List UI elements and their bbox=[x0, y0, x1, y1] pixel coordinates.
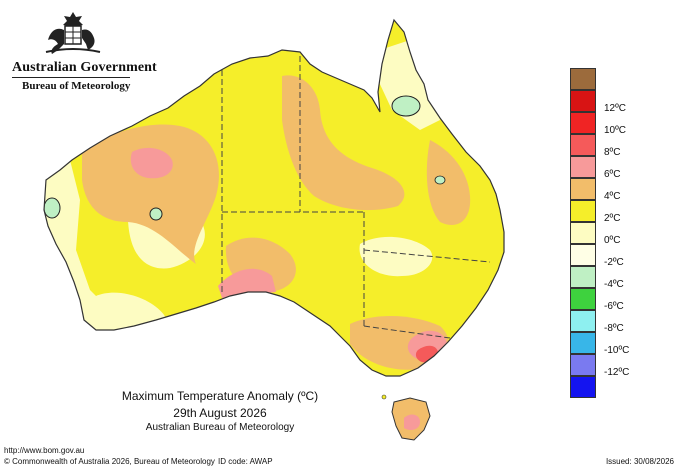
legend-label: 6ºC bbox=[604, 169, 621, 180]
legend-swatch bbox=[570, 354, 596, 376]
legend-swatch bbox=[570, 68, 596, 90]
legend-entry: 4ºC bbox=[570, 178, 670, 202]
legend-label: 10ºC bbox=[604, 125, 626, 136]
government-title: Australian Government bbox=[12, 60, 157, 75]
legend-entry: -12ºC bbox=[570, 354, 670, 378]
legend-label: -2ºC bbox=[604, 257, 624, 268]
coat-of-arms-icon bbox=[45, 12, 101, 54]
legend-swatch bbox=[570, 178, 596, 200]
legend-swatch bbox=[570, 90, 596, 112]
legend-swatch bbox=[570, 222, 596, 244]
legend-entry: 12ºC bbox=[570, 90, 670, 114]
temperature-legend: 12ºC 10ºC 8ºC 6ºC 4ºC 2ºC 0ºC -2ºC -4ºC … bbox=[570, 68, 670, 398]
map-date: 29th August 2026 bbox=[173, 406, 267, 420]
issued-date: Issued: 30/08/2026 bbox=[605, 457, 674, 466]
legend-entry: -6ºC bbox=[570, 288, 670, 312]
legend-entry: 10ºC bbox=[570, 112, 670, 136]
legend-swatch bbox=[570, 332, 596, 354]
id-code: ID code: AWAP bbox=[218, 457, 273, 466]
legend-swatch bbox=[570, 288, 596, 310]
legend-label: -10ºC bbox=[604, 345, 630, 356]
legend-label: 2ºC bbox=[604, 213, 621, 224]
legend-label: 0ºC bbox=[604, 235, 621, 246]
legend-swatch bbox=[570, 244, 596, 266]
legend-entry: 6ºC bbox=[570, 156, 670, 180]
legend-label: -8ºC bbox=[604, 323, 624, 334]
legend-label: -12ºC bbox=[604, 367, 630, 378]
legend-swatch bbox=[570, 112, 596, 134]
legend-swatch bbox=[570, 266, 596, 288]
legend-entry: 8ºC bbox=[570, 134, 670, 158]
bom-url-link[interactable]: http://www.bom.gov.au bbox=[4, 446, 85, 455]
legend-swatch bbox=[570, 134, 596, 156]
legend-entry: 0ºC bbox=[570, 222, 670, 246]
legend-entry: 2ºC bbox=[570, 200, 670, 224]
map-source: Australian Bureau of Meteorology bbox=[145, 422, 295, 433]
map-title: Maximum Temperature Anomaly (ºC) bbox=[121, 389, 319, 403]
legend-swatch bbox=[570, 310, 596, 332]
legend-entry bbox=[570, 376, 670, 398]
legend-label: 8ºC bbox=[604, 147, 621, 158]
legend-label: -4ºC bbox=[604, 279, 624, 290]
legend-swatch bbox=[570, 200, 596, 222]
bureau-subtitle: Bureau of Meteorology bbox=[22, 80, 131, 92]
footer: © Commonwealth of Australia 2026, Bureau… bbox=[0, 455, 680, 467]
legend-label: 12ºC bbox=[604, 103, 626, 114]
legend-entry: -2ºC bbox=[570, 244, 670, 268]
legend-swatch bbox=[570, 156, 596, 178]
legend-entry: -8ºC bbox=[570, 310, 670, 334]
legend-entry bbox=[570, 68, 670, 90]
copyright-text: © Commonwealth of Australia 2026, Bureau… bbox=[4, 457, 215, 466]
legend-entry: -10ºC bbox=[570, 332, 670, 356]
legend-swatch bbox=[570, 376, 596, 398]
legend-label: -6ºC bbox=[604, 301, 624, 312]
legend-label: 4ºC bbox=[604, 191, 621, 202]
legend-entry: -4ºC bbox=[570, 266, 670, 290]
header-divider bbox=[12, 77, 130, 78]
